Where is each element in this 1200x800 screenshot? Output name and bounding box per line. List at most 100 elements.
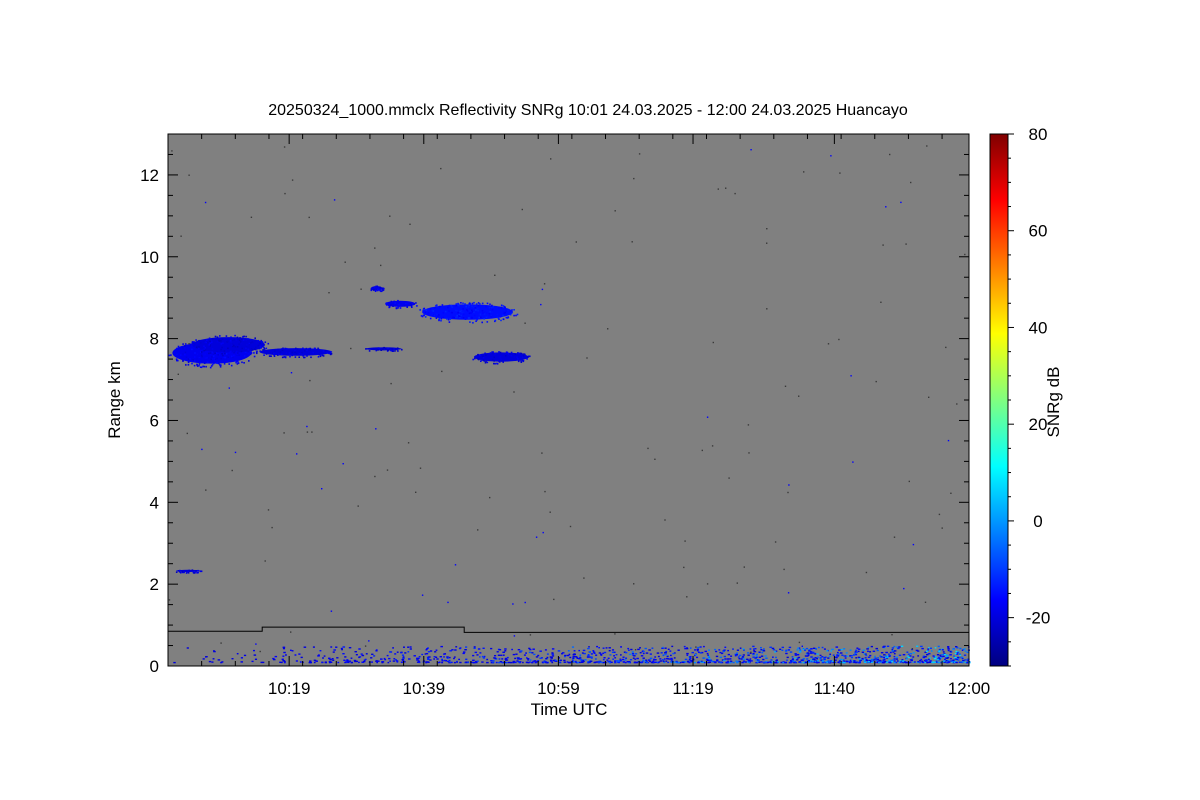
colorbar-label: SNRg dB — [1044, 367, 1063, 438]
echo-pixel — [188, 569, 190, 572]
clutter-pixel — [581, 652, 584, 654]
clutter-pixel — [883, 656, 886, 659]
echo-pixel — [294, 356, 297, 358]
noise-pixel — [803, 171, 805, 173]
echo-pixel — [281, 348, 283, 350]
echo-pixel — [227, 347, 229, 350]
echo-pixel — [217, 354, 219, 356]
clutter-pixel — [670, 660, 673, 663]
clutter-pixel — [723, 655, 727, 658]
x-tick-label: 11:40 — [814, 679, 855, 698]
clutter-pixel — [722, 650, 725, 653]
clutter-pixel — [749, 660, 751, 662]
clutter-pixel — [569, 656, 572, 659]
clutter-pixel — [527, 659, 529, 661]
echo-pixel — [242, 339, 245, 341]
echo-pixel — [468, 302, 471, 305]
clutter-pixel — [186, 647, 189, 649]
echo-pixel — [482, 359, 485, 361]
noise-pixel — [903, 587, 905, 590]
clutter-pixel — [763, 648, 765, 650]
noise-pixel — [333, 199, 336, 201]
clutter-pixel — [650, 661, 654, 664]
echo-pixel — [304, 356, 306, 359]
clutter-pixel — [633, 661, 636, 664]
echo-pixel — [198, 363, 201, 365]
clutter-pixel — [631, 652, 635, 655]
clutter-pixel — [652, 661, 655, 664]
echo-pixel — [451, 306, 454, 309]
clutter-pixel — [313, 659, 316, 661]
echo-pixel — [485, 316, 488, 319]
clutter-pixel — [494, 657, 497, 659]
clutter-pixel — [924, 656, 927, 658]
clutter-pixel — [567, 650, 570, 652]
noise-pixel — [695, 646, 697, 648]
echo-pixel — [513, 356, 516, 358]
clutter-pixel — [551, 648, 555, 650]
echo-pixel — [456, 304, 459, 306]
clutter-pixel — [909, 653, 913, 655]
echo-pixel — [177, 345, 180, 348]
echo-pixel — [238, 358, 241, 360]
clutter-pixel — [891, 647, 894, 649]
noise-pixel — [512, 603, 514, 605]
clutter-pixel — [899, 660, 902, 662]
echo-pixel — [248, 342, 251, 345]
clutter-pixel — [820, 659, 823, 661]
clutter-pixel — [273, 658, 276, 661]
noise-pixel — [440, 167, 442, 170]
x-tick-label: 12:00 — [948, 679, 991, 698]
clutter-pixel — [901, 659, 904, 661]
clutter-pixel — [309, 660, 312, 662]
clutter-pixel — [490, 647, 493, 650]
clutter-pixel — [502, 651, 505, 653]
clutter-pixel — [905, 658, 908, 660]
clutter-pixel — [931, 661, 934, 663]
clutter-pixel — [805, 647, 809, 650]
clutter-pixel — [418, 661, 421, 664]
echo-pixel — [527, 356, 529, 358]
clutter-pixel — [376, 661, 379, 664]
clutter-pixel — [917, 650, 920, 652]
clutter-pixel — [854, 660, 857, 663]
clutter-pixel — [350, 657, 353, 659]
echo-pixel — [219, 353, 221, 355]
clutter-pixel — [926, 650, 928, 653]
echo-pixel — [499, 351, 502, 354]
echo-pixel — [183, 571, 185, 574]
noise-pixel — [309, 379, 311, 382]
clutter-pixel — [760, 661, 763, 663]
echo-pixel — [460, 310, 463, 312]
noise-pixel — [766, 308, 768, 310]
clutter-pixel — [902, 660, 905, 662]
echo-pixel — [522, 356, 525, 358]
clutter-pixel — [775, 650, 778, 652]
clutter-pixel — [819, 657, 822, 659]
noise-pixel — [375, 428, 377, 430]
clutter-pixel — [858, 658, 861, 660]
echo-pixel — [399, 307, 402, 309]
clutter-pixel — [769, 646, 772, 648]
clutter-pixel — [670, 659, 674, 661]
echo-pixel — [196, 357, 199, 360]
echo-pixel — [200, 360, 203, 363]
clutter-pixel — [877, 657, 880, 659]
clutter-pixel — [356, 660, 358, 663]
echo-pixel — [200, 570, 203, 573]
clutter-pixel — [812, 658, 815, 660]
clutter-pixel — [561, 652, 565, 654]
clutter-pixel — [749, 652, 752, 654]
clutter-pixel — [702, 657, 705, 659]
echo-pixel — [197, 342, 199, 345]
echo-pixel — [193, 364, 196, 367]
echo-pixel — [259, 345, 262, 348]
echo-pixel — [416, 305, 418, 307]
clutter-pixel — [317, 654, 320, 656]
echo-pixel — [277, 348, 279, 351]
clutter-pixel — [802, 648, 805, 650]
echo-pixel — [206, 339, 208, 341]
noise-pixel — [647, 447, 649, 450]
noise-pixel — [830, 155, 832, 157]
